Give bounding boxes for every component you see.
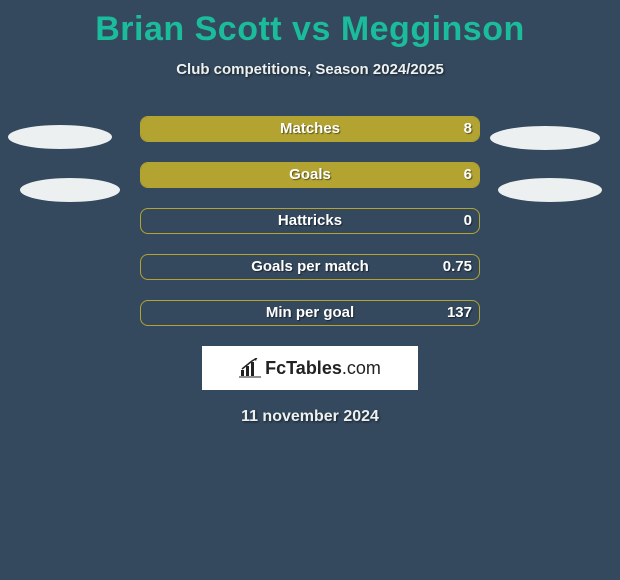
stat-bar-track — [140, 254, 480, 280]
stat-value-right: 0 — [464, 208, 472, 234]
logo-text-main: FcTables — [265, 358, 342, 378]
stat-bar-left — [141, 117, 479, 141]
date-text: 11 november 2024 — [0, 408, 620, 426]
stat-value-right: 0.75 — [443, 254, 472, 280]
subtitle: Club competitions, Season 2024/2025 — [0, 61, 620, 78]
stat-bar-left — [141, 163, 479, 187]
stat-row: Goals per match0.75 — [0, 254, 620, 280]
stat-row: Goals6 — [0, 162, 620, 188]
logo-text: FcTables.com — [265, 358, 381, 379]
stat-row: Matches8 — [0, 116, 620, 142]
stat-value-right: 8 — [464, 116, 472, 142]
stat-bar-track — [140, 300, 480, 326]
stat-row: Hattricks0 — [0, 208, 620, 234]
stat-bar-track — [140, 162, 480, 188]
stat-value-right: 6 — [464, 162, 472, 188]
stat-bar-track — [140, 116, 480, 142]
stat-row: Min per goal137 — [0, 300, 620, 326]
bar-chart-icon — [239, 358, 261, 378]
stat-value-right: 137 — [447, 300, 472, 326]
logo-text-suffix: .com — [342, 358, 381, 378]
stat-bar-track — [140, 208, 480, 234]
fctables-logo: FcTables.com — [202, 346, 418, 390]
page-title: Brian Scott vs Megginson — [0, 0, 620, 49]
